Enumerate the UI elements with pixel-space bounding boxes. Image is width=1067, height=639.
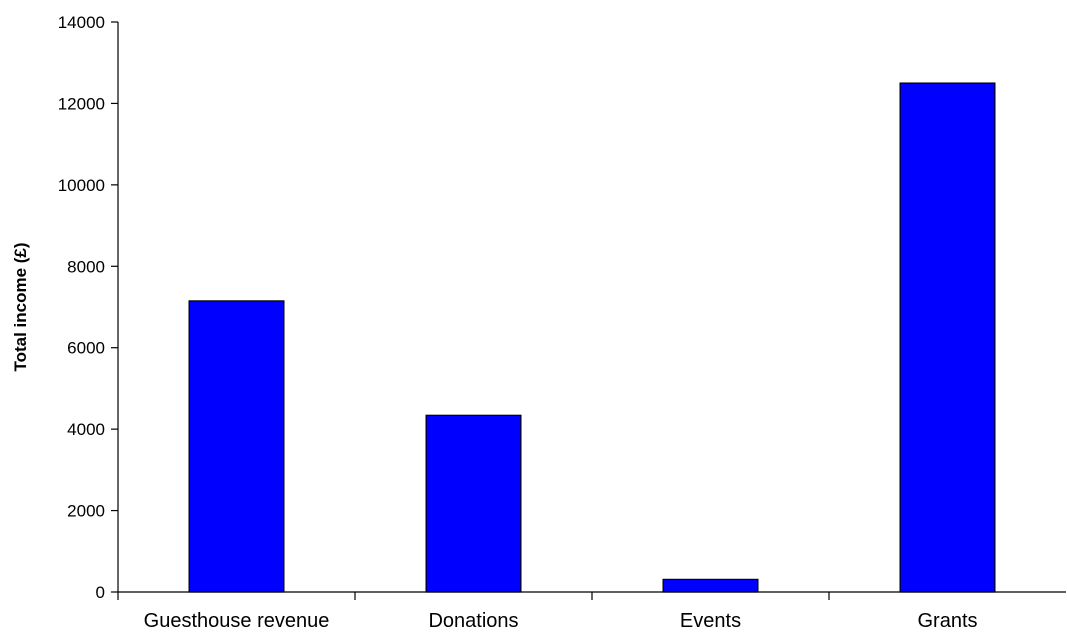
bars-layer — [188, 82, 996, 593]
bar-events — [662, 578, 759, 593]
y-tick-label: 10000 — [58, 176, 105, 195]
x-ticks: Guesthouse revenue Donations Events Grants — [117, 592, 978, 632]
x-category-label: Guesthouse revenue — [144, 610, 330, 632]
y-tick-label: 6000 — [67, 339, 105, 358]
y-tick-label: 4000 — [67, 420, 105, 439]
y-tick-label: 14000 — [58, 13, 105, 32]
bar-donations — [425, 414, 522, 593]
y-axis-title: Total income (£) — [11, 242, 30, 371]
y-ticks: 0 2000 4000 6000 8000 10000 12000 14000 — [58, 13, 118, 602]
bar-grants — [899, 82, 996, 593]
y-tick-label: 12000 — [58, 94, 105, 113]
y-tick-label: 0 — [96, 583, 105, 602]
y-tick-label: 2000 — [67, 502, 105, 521]
y-tick-label: 8000 — [67, 257, 105, 276]
bar-guesthouse-revenue — [188, 300, 285, 593]
x-category-label: Events — [680, 610, 741, 632]
x-category-label: Donations — [428, 610, 518, 632]
x-category-label: Grants — [917, 610, 977, 632]
